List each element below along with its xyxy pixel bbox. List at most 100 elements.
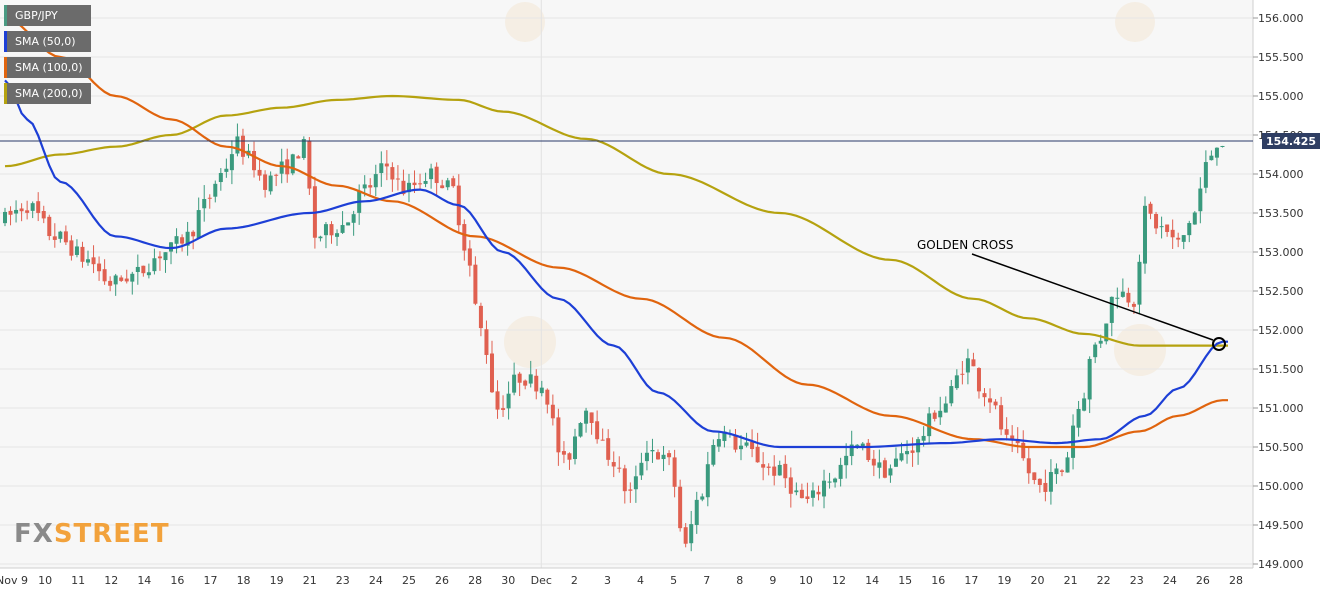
candle-body	[517, 373, 522, 383]
x-tick-label: 8	[736, 574, 743, 587]
legend-label: SMA (200,0)	[15, 87, 83, 100]
candle-body	[1209, 155, 1214, 161]
candle-body	[506, 393, 511, 409]
x-tick-label: 30	[501, 574, 515, 587]
candle-body	[611, 462, 616, 467]
candle-body	[799, 489, 804, 499]
candle-body	[943, 403, 948, 413]
candle-body	[185, 231, 190, 246]
golden-cross-marker	[1212, 337, 1226, 351]
candle-body	[135, 266, 140, 273]
candle-body	[733, 435, 738, 450]
candle-body	[473, 264, 478, 304]
legend-label: SMA (50,0)	[15, 35, 76, 48]
candle-body	[622, 468, 627, 492]
x-tick-label: 2	[571, 574, 578, 587]
candle-body	[528, 374, 533, 384]
y-tick-label: 153.500	[1258, 207, 1304, 220]
candle-body	[229, 154, 234, 171]
candle-body	[169, 242, 174, 252]
candle-body	[1104, 323, 1109, 342]
candle-body	[921, 435, 926, 441]
last-price-label: 154.425	[1266, 135, 1316, 148]
candle-body	[639, 462, 644, 476]
x-tick-label: 15	[898, 574, 912, 587]
candle-body	[113, 275, 118, 285]
candle-body	[1021, 442, 1026, 459]
candle-body	[163, 252, 168, 261]
candle-body	[102, 269, 107, 282]
candle-body	[495, 391, 500, 410]
candle-body	[418, 183, 423, 185]
candle-body	[838, 464, 843, 479]
x-tick-label: 22	[1097, 574, 1111, 587]
legend-label: GBP/JPY	[15, 9, 58, 22]
candle-body	[1043, 482, 1048, 492]
candle-body	[47, 216, 52, 237]
candle-body	[1048, 472, 1053, 492]
candle-body	[844, 455, 849, 466]
candle-body	[916, 439, 921, 453]
candle-body	[523, 380, 528, 386]
candle-body	[1220, 145, 1225, 147]
candle-body	[207, 197, 212, 199]
candle-body	[600, 439, 605, 441]
sma50-line	[4, 79, 1228, 449]
candle-body	[1170, 229, 1175, 238]
x-tick-label: 24	[369, 574, 383, 587]
candle-body	[1026, 458, 1031, 474]
candle-body	[882, 460, 887, 478]
candle-body	[534, 375, 539, 392]
candle-body	[1109, 296, 1114, 323]
x-tick-label: 18	[237, 574, 251, 587]
legend-item-sma50: SMA (50,0)	[4, 31, 91, 52]
candle-body	[976, 368, 981, 392]
candle-body	[816, 491, 821, 495]
y-tick-label: 156.000	[1258, 12, 1304, 25]
x-tick-label: 5	[670, 574, 677, 587]
y-tick-label: 149.500	[1258, 519, 1304, 532]
legend-label: SMA (100,0)	[15, 61, 83, 74]
candle-body	[1065, 457, 1070, 473]
candle-body	[1159, 226, 1164, 228]
candle-body	[268, 175, 273, 192]
golden-cross-pointer	[971, 253, 1214, 341]
legend-item-sma100: SMA (100,0)	[4, 57, 91, 78]
candle-body	[1015, 440, 1020, 444]
candle-body	[744, 442, 749, 446]
candle-body	[340, 225, 345, 233]
x-tick-label: 14	[137, 574, 151, 587]
candle-body	[36, 201, 41, 213]
candle-body	[595, 421, 600, 440]
candle-body	[14, 209, 19, 214]
candle-body	[346, 222, 351, 226]
candle-body	[290, 154, 295, 174]
x-tick-label: 21	[303, 574, 317, 587]
candle-body	[1115, 297, 1120, 299]
x-tick-label: 24	[1163, 574, 1177, 587]
candle-body	[584, 410, 589, 424]
x-tick-label: 10	[38, 574, 52, 587]
x-tick-label: 20	[1031, 574, 1045, 587]
x-tick-label: 4	[637, 574, 644, 587]
y-tick-label: 151.000	[1258, 402, 1304, 415]
candle-body	[41, 211, 46, 219]
candle-body	[561, 451, 566, 455]
candle-body	[478, 305, 483, 329]
x-tick-label: 9	[769, 574, 776, 587]
candle-body	[1214, 147, 1219, 158]
wikifx-logo-watermark	[1114, 324, 1166, 376]
candle-body	[1131, 303, 1136, 307]
candle-body	[274, 174, 279, 176]
candle-body	[401, 180, 406, 195]
candle-body	[1054, 468, 1059, 475]
candle-body	[1198, 188, 1203, 212]
candle-body	[777, 464, 782, 476]
candle-body	[467, 248, 472, 266]
candle-body	[191, 231, 196, 237]
candle-body	[949, 386, 954, 404]
candle-body	[512, 374, 517, 393]
legend: GBP/JPY SMA (50,0) SMA (100,0) SMA (200,…	[4, 5, 91, 109]
candle-body	[224, 168, 229, 172]
